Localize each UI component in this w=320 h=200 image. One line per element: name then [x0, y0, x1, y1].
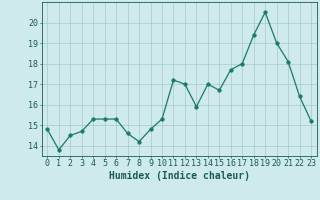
X-axis label: Humidex (Indice chaleur): Humidex (Indice chaleur) — [109, 171, 250, 181]
